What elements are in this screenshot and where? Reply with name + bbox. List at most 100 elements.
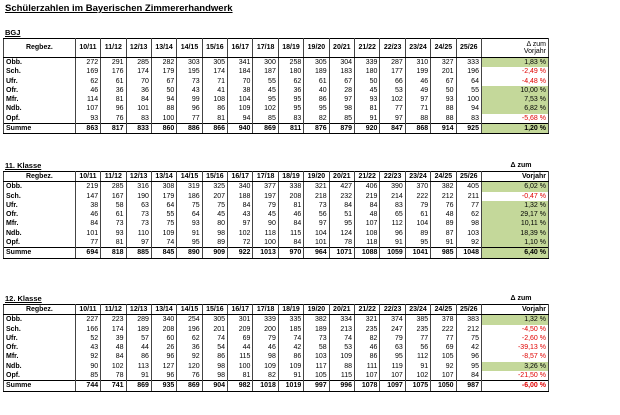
value-cell: 102 — [227, 228, 254, 239]
value-cell: 101 — [125, 104, 152, 114]
value-cell: 987 — [455, 380, 482, 392]
value-cell: 374 — [379, 314, 406, 325]
region-cell: Sch. — [3, 191, 76, 201]
value-cell: 212 — [455, 324, 482, 334]
year-header: 20/21 — [328, 170, 356, 183]
year-header: 13/14 — [150, 170, 178, 183]
value-cell: 55 — [252, 76, 279, 86]
value-cell: 333 — [455, 57, 482, 68]
value-cell: 147 — [74, 191, 102, 201]
value-cell: 370 — [404, 181, 432, 192]
value-cell: 95 — [176, 238, 203, 248]
value-cell: 964 — [303, 247, 330, 259]
value-cell: 868 — [404, 123, 432, 135]
value-cell: 81 — [201, 113, 229, 124]
value-cell: 184 — [227, 67, 254, 77]
value-cell: 180 — [277, 67, 305, 77]
value-cell: 61 — [100, 210, 127, 220]
value-cell: 101 — [303, 238, 330, 248]
value-cell: 100 — [150, 113, 178, 124]
value-cell: 303 — [176, 57, 203, 68]
value-cell: 96 — [100, 104, 127, 114]
value-cell: 285 — [125, 57, 152, 68]
value-cell: 98 — [201, 228, 229, 239]
value-cell: 127 — [150, 361, 178, 372]
value-cell: 102 — [404, 371, 432, 381]
value-cell: 50 — [354, 76, 381, 86]
delta-header-text: Vorjahr — [522, 306, 546, 313]
value-cell: 377 — [252, 181, 279, 192]
value-cell: 196 — [176, 324, 203, 334]
value-cell: 111 — [354, 361, 381, 372]
year-header: 20/21 — [328, 303, 356, 316]
value-cell: 55 — [455, 85, 482, 96]
value-cell: 109 — [328, 352, 356, 362]
value-cell: 119 — [379, 361, 406, 372]
value-cell: 109 — [252, 361, 279, 372]
value-cell: 79 — [379, 333, 406, 344]
value-cell: 219 — [354, 191, 381, 201]
value-cell: 74 — [328, 333, 356, 344]
value-cell: 390 — [379, 181, 406, 192]
value-cell: 102 — [252, 104, 279, 114]
value-cell: 188 — [227, 191, 254, 201]
value-cell: 74 — [277, 333, 305, 344]
value-cell: 36 — [125, 85, 152, 96]
year-header: 10/11 — [74, 38, 102, 58]
value-cell: 84 — [100, 352, 127, 362]
data-row: Sch. 166 174 189 208 196 201 209 200 185 189 213 235… — [3, 324, 550, 334]
value-cell: 189 — [303, 67, 330, 77]
value-cell: 89 — [201, 238, 229, 248]
data-row: Sch. 147 167 190 179 186 207 188 197 208 218 232 219… — [3, 191, 550, 201]
value-cell: 96 — [150, 371, 178, 381]
delta-cell: -5,68 % — [480, 113, 550, 124]
value-cell: 214 — [379, 191, 406, 201]
value-cell: 1075 — [404, 380, 432, 392]
value-cell: 180 — [354, 67, 381, 77]
value-cell: 76 — [430, 200, 457, 211]
value-cell: 82 — [252, 371, 279, 381]
value-cell: 300 — [252, 57, 279, 68]
value-cell: 54 — [201, 343, 229, 353]
total-row: Summe 744 741 869 935 869 904 982 1018 1019 997 996… — [3, 380, 550, 392]
value-cell: 81 — [100, 238, 127, 248]
value-cell: 232 — [328, 191, 356, 201]
value-cell: 174 — [201, 67, 229, 77]
value-cell: 95 — [328, 219, 356, 229]
value-cell: 84 — [354, 200, 381, 211]
value-cell: 91 — [125, 371, 152, 381]
value-cell: 222 — [404, 191, 432, 201]
value-cell: 222 — [430, 324, 457, 334]
total-row: Summe 863 817 833 860 886 866 940 869 811 876 879 92… — [3, 123, 550, 135]
year-header: 23/24 — [404, 38, 432, 58]
value-cell: 305 — [201, 314, 229, 325]
value-cell: 339 — [354, 57, 381, 68]
value-cell: 44 — [227, 343, 254, 353]
region-cell: Mfr. — [3, 352, 76, 362]
year-header: 18/19 — [277, 170, 305, 183]
value-cell: 97 — [227, 219, 254, 229]
region-cell: Ufr. — [3, 333, 76, 344]
data-row: Ofr. 46 36 36 50 43 41 38 45 36 40 28 45 53 49 50 55 10,0… — [3, 85, 550, 96]
value-cell: 289 — [125, 314, 152, 325]
value-cell: 997 — [303, 380, 330, 392]
value-cell: 75 — [455, 333, 482, 344]
value-cell: 319 — [176, 181, 203, 192]
value-cell: 223 — [100, 314, 127, 325]
value-cell: 84 — [74, 219, 102, 229]
value-cell: 41 — [201, 85, 229, 96]
value-cell: 87 — [430, 228, 457, 239]
value-cell: 100 — [227, 361, 254, 372]
value-cell: 195 — [176, 67, 203, 77]
year-header: 16/17 — [227, 38, 254, 58]
value-cell: 91 — [354, 113, 381, 124]
value-cell: 1013 — [252, 247, 279, 259]
year-header: 24/25 — [430, 303, 457, 316]
value-cell: 201 — [201, 324, 229, 334]
year-header: 15/16 — [201, 38, 229, 58]
value-cell: 108 — [354, 228, 381, 239]
delta-header-text: Vorjahr — [523, 48, 546, 55]
region-cell: Opf. — [3, 238, 76, 248]
value-cell: 52 — [74, 333, 102, 344]
year-header: 13/14 — [150, 303, 178, 316]
